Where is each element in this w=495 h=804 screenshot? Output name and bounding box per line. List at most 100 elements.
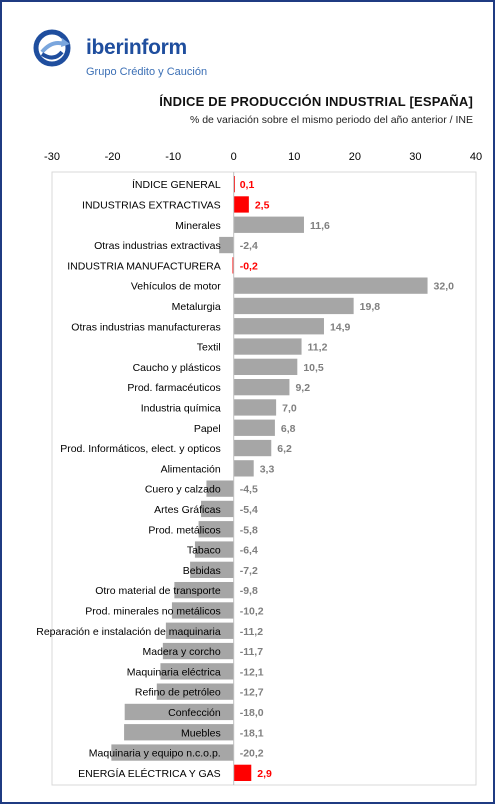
category-label: ENERGÍA ELÉCTRICA Y GAS (78, 767, 221, 780)
category-label: Otro material de transporte (95, 585, 221, 597)
value-label: -4,5 (240, 484, 258, 496)
brand-logo: iberinform Grupo Crédito y Caución (32, 22, 262, 86)
bar (233, 460, 254, 477)
bar (233, 277, 428, 294)
category-label: Otras industrias manufactureras (71, 321, 220, 333)
x-tick-label: -30 (44, 151, 60, 163)
category-label: Prod. metálicos (148, 524, 220, 536)
value-label: -12,7 (240, 687, 264, 699)
category-label: Reparación e instalación de maquinaria (36, 626, 221, 638)
category-label: Vehículos de motor (131, 281, 221, 293)
bar (160, 663, 234, 680)
bar (165, 622, 234, 639)
value-label: -5,4 (240, 504, 258, 516)
bar (156, 683, 234, 700)
bar (206, 480, 234, 497)
bar (232, 257, 234, 274)
category-label: Cuero y calzado (145, 484, 221, 496)
value-label: 32,0 (434, 281, 455, 293)
chart-title: ÍNDICE DE PRODUCCIÓN INDUSTRIAL [ESPAÑA] (159, 94, 473, 109)
value-label: -18,1 (240, 727, 264, 739)
value-label: -6,4 (240, 545, 258, 557)
chart-subtitle: % de variación sobre el mismo periodo de… (189, 114, 473, 126)
value-label: -10,2 (240, 605, 264, 617)
category-label: Muebles (181, 727, 221, 739)
category-label: INDUSTRIA MANUFACTURERA (67, 260, 220, 272)
category-label: INDUSTRIAS EXTRACTIVAS (82, 199, 221, 211)
value-label: 2,5 (255, 199, 270, 211)
value-label: -18,0 (240, 707, 264, 719)
bar (233, 379, 290, 396)
value-label: 3,3 (260, 463, 275, 475)
category-label: Textil (197, 342, 221, 354)
category-label: Prod. farmacéuticos (127, 382, 220, 394)
bar (233, 196, 249, 213)
bar (162, 642, 234, 660)
category-label: Caucho y plásticos (133, 362, 221, 374)
value-label: -9,8 (240, 585, 258, 597)
x-tick-label: -10 (165, 151, 181, 163)
value-label: 7,0 (282, 402, 297, 414)
bar (233, 297, 354, 315)
value-label: 9,2 (295, 382, 310, 394)
value-label: 6,8 (281, 423, 296, 435)
category-label: Alimentación (161, 463, 221, 475)
value-label: 6,2 (277, 443, 292, 455)
brand-name: iberinform (86, 36, 187, 59)
category-label: Bebidas (183, 565, 221, 577)
value-label: 14,9 (330, 321, 351, 333)
bar (233, 318, 324, 335)
x-tick-label: 30 (409, 151, 421, 163)
bar (233, 419, 275, 436)
bar (233, 338, 302, 355)
bar (233, 216, 304, 233)
category-label: Artes Gráficas (154, 504, 221, 516)
value-label: -20,2 (240, 748, 264, 760)
category-label: Maquinaria eléctrica (127, 666, 221, 678)
value-label: 11,2 (308, 342, 328, 354)
bar (233, 358, 298, 375)
value-label: 2,9 (257, 768, 272, 780)
value-label: -11,2 (240, 626, 264, 638)
x-tick-label: -20 (105, 151, 121, 163)
category-label: Prod. minerales no metálicos (85, 605, 220, 617)
x-tick-label: 20 (349, 151, 361, 163)
category-label: Metalurgia (172, 301, 221, 313)
value-label: -7,2 (240, 565, 258, 577)
bar (198, 521, 234, 538)
category-label: Confección (168, 707, 221, 719)
bar (233, 764, 252, 781)
value-label: 0,1 (240, 179, 255, 191)
bar (219, 236, 234, 254)
category-label: Refino de petróleo (135, 687, 221, 699)
value-label: 19,8 (360, 301, 381, 313)
plot-area (51, 171, 477, 786)
bar (233, 176, 235, 193)
value-label: 11,6 (310, 220, 330, 232)
x-tick-label: 10 (288, 151, 300, 163)
bar (171, 602, 234, 619)
category-label: Minerales (175, 220, 221, 232)
category-label: Maquinaria y equipo n.c.o.p. (89, 748, 221, 760)
bar (194, 541, 234, 558)
bar (201, 500, 234, 518)
brand-tagline: Grupo Crédito y Caución (86, 66, 208, 78)
category-label: Otras industrias extractivas (94, 240, 221, 252)
brand-logo-icon (33, 29, 71, 67)
category-label: Industria química (141, 402, 221, 414)
category-label: Tabaco (187, 545, 221, 557)
bar (233, 399, 277, 416)
bar-chart: -30 -20 -10 0 10 20 30 40 ÍNDICE GENERAL 0,1 INDUS… (36, 151, 482, 786)
bar (111, 744, 234, 761)
bar (124, 703, 234, 721)
category-label: Prod. Informáticos, elect. y opticos (60, 443, 220, 455)
bar (124, 724, 234, 741)
x-tick-label: 40 (470, 151, 482, 163)
bar (233, 439, 272, 457)
value-label: -0,2 (240, 260, 258, 272)
value-label: -5,8 (240, 524, 258, 536)
value-label: 10,5 (303, 362, 324, 374)
category-label: Papel (194, 423, 221, 435)
category-label: ÍNDICE GENERAL (132, 178, 221, 191)
